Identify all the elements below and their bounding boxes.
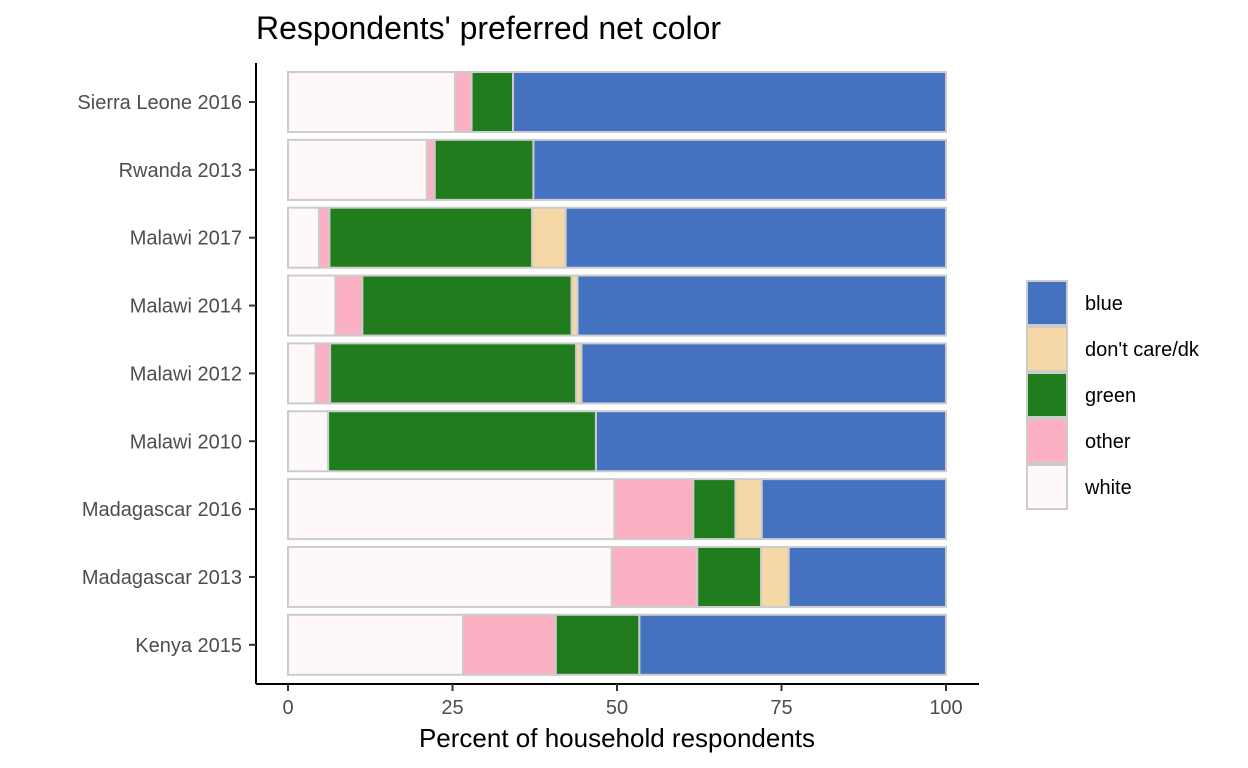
legend-label: white	[1084, 477, 1132, 499]
legend-label: don't care/dk	[1085, 339, 1200, 361]
bar-segment	[610, 545, 699, 608]
chart-title: Respondents' preferred net color	[256, 10, 721, 46]
bars-group	[287, 71, 948, 676]
bar-segment	[554, 613, 641, 676]
bar-segment	[287, 71, 457, 133]
bar-segment	[317, 206, 331, 269]
bar-segment	[433, 138, 535, 201]
bar-segment	[287, 545, 613, 608]
legend-key	[1026, 326, 1068, 372]
bar-segment	[580, 342, 948, 405]
bar-segment	[692, 478, 737, 541]
bar-segment	[760, 478, 948, 541]
bar-segment	[576, 274, 948, 337]
legend-key	[1026, 372, 1068, 418]
x-tick-label: 0	[282, 697, 293, 719]
bar-segment	[287, 410, 330, 473]
bar-segment	[760, 545, 790, 608]
y-tick-label: Malawi 2010	[130, 431, 242, 453]
y-tick-label: Malawi 2017	[130, 228, 242, 250]
bar-segment	[531, 206, 567, 269]
y-tick-label: Madagascar 2013	[82, 567, 242, 589]
bar-segment	[734, 478, 763, 541]
bar-segment	[287, 206, 320, 269]
bar-segment	[462, 613, 557, 676]
x-axis-ticks: 0 25 50 75 100	[282, 684, 963, 719]
bar-segment	[287, 613, 465, 676]
y-tick-label: Madagascar 2016	[82, 499, 242, 521]
y-tick-label: Malawi 2012	[130, 363, 242, 385]
legend-label: blue	[1085, 293, 1123, 315]
legend-key	[1026, 280, 1068, 326]
bar-segment	[314, 342, 332, 405]
bar-segment	[787, 545, 947, 608]
y-tick-label: Malawi 2014	[130, 296, 242, 318]
bar-segment	[564, 206, 948, 269]
bar-segment	[327, 410, 597, 473]
bar-segment	[425, 138, 436, 201]
x-tick-label: 75	[770, 697, 792, 719]
bar-segment	[287, 478, 616, 541]
bar-segment	[594, 410, 947, 473]
bar-segment	[454, 71, 473, 133]
legend-key	[1026, 464, 1068, 510]
x-tick-label: 25	[441, 697, 463, 719]
x-tick-label: 50	[606, 697, 628, 719]
x-tick-label: 100	[929, 697, 962, 719]
bar-segment	[334, 274, 364, 337]
bar-segment	[638, 613, 947, 676]
bar-segment	[613, 478, 695, 541]
bar-segment	[532, 138, 948, 201]
bar-segment	[470, 71, 515, 133]
bar-segment	[696, 545, 763, 608]
bar-segment	[361, 274, 573, 337]
y-axis-ticks: Kenya 2015 Madagascar 2013 Madagascar 2016…	[77, 92, 256, 657]
y-tick-label: Sierra Leone 2016	[77, 92, 242, 114]
legend: blue don't care/dk green other white	[1026, 280, 1200, 510]
legend-key	[1026, 418, 1068, 464]
bar-segment	[328, 206, 534, 269]
bar-segment	[287, 342, 317, 405]
bar-segment	[287, 274, 337, 337]
legend-label: other	[1085, 431, 1131, 453]
y-tick-label: Kenya 2015	[135, 635, 242, 657]
bar-segment	[329, 342, 578, 405]
bar-segment	[287, 138, 428, 201]
bar-segment	[512, 71, 947, 133]
y-tick-label: Rwanda 2013	[119, 160, 242, 182]
legend-label: green	[1085, 385, 1136, 407]
x-axis-title: Percent of household respondents	[419, 723, 815, 753]
